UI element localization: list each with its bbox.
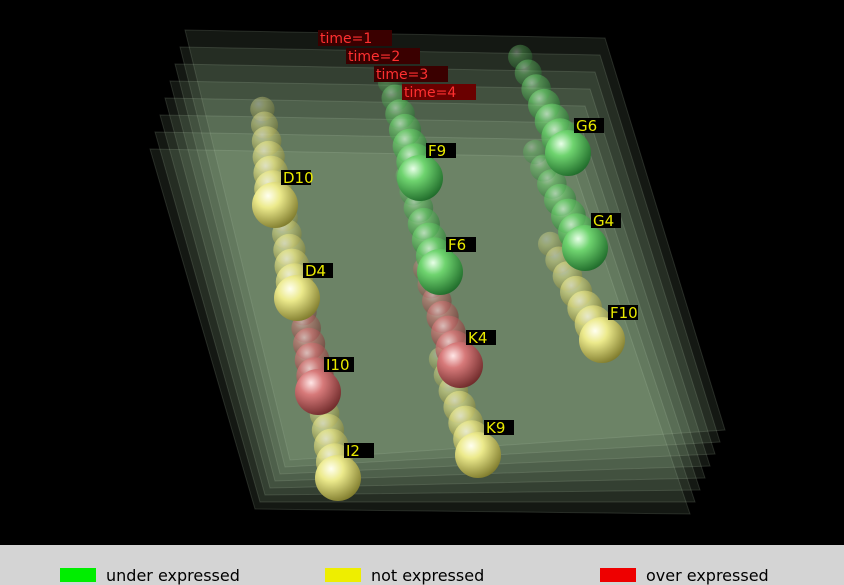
sphere	[562, 225, 608, 271]
page: time=1 time=2 time=3 time=4 D10 D4 I10 I2 F9 F6 K…	[0, 0, 844, 585]
legend-label: not expressed	[371, 566, 484, 585]
sphere-label: G6	[576, 117, 597, 135]
sphere	[295, 369, 341, 415]
sphere	[579, 317, 625, 363]
sphere	[455, 432, 501, 478]
sphere-label: F9	[428, 142, 446, 160]
time-label: time=4	[404, 85, 456, 101]
legend-swatch	[60, 568, 96, 582]
sphere-label: F6	[448, 236, 466, 254]
legend-swatch	[600, 568, 636, 582]
legend-item: not expressed	[325, 567, 484, 583]
sphere-label: D10	[283, 169, 314, 187]
legend-label: under expressed	[106, 566, 240, 585]
legend-swatch	[325, 568, 361, 582]
sphere-label: I2	[346, 442, 360, 460]
sphere-label: K9	[486, 419, 505, 437]
sphere	[274, 275, 320, 321]
legend-item: under expressed	[60, 567, 240, 583]
sphere	[315, 455, 361, 501]
sphere-label: I10	[326, 356, 350, 374]
sphere	[417, 249, 463, 295]
time-label: time=3	[376, 67, 428, 83]
sphere	[437, 342, 483, 388]
sphere	[252, 182, 298, 228]
sphere-label: F10	[610, 304, 638, 322]
sphere-label: K4	[468, 329, 487, 347]
sphere	[545, 130, 591, 176]
legend: under expressed not expressed over express…	[0, 545, 844, 585]
time-label: time=2	[348, 49, 400, 65]
three-d-view: time=1 time=2 time=3 time=4 D10 D4 I10 I2 F9 F6 K…	[0, 0, 844, 545]
time-label: time=1	[320, 31, 372, 47]
sphere-label: G4	[593, 212, 614, 230]
sphere-label: D4	[305, 262, 326, 280]
sphere	[397, 155, 443, 201]
legend-label: over expressed	[646, 566, 769, 585]
legend-item: over expressed	[600, 567, 769, 583]
